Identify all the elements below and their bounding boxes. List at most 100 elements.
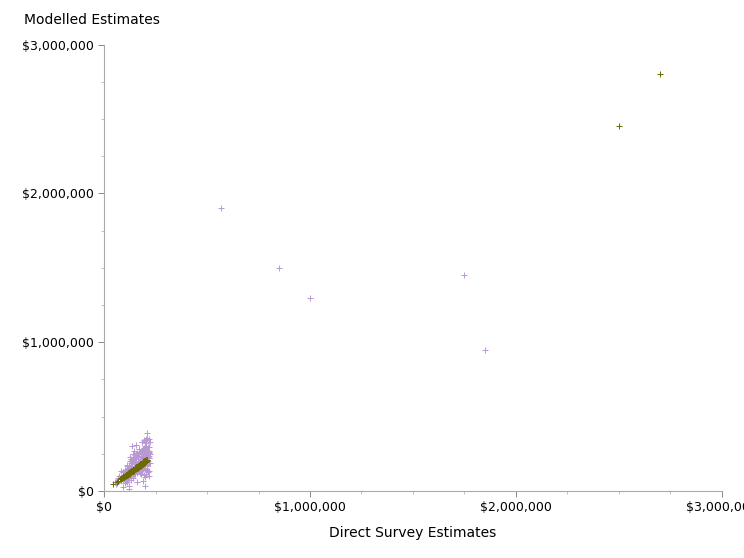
Point — [133, 445, 145, 454]
Point — [142, 442, 154, 451]
Point — [140, 456, 152, 465]
Point — [115, 475, 126, 484]
Point — [140, 448, 152, 457]
Point — [132, 461, 144, 470]
Point — [132, 461, 144, 470]
Point — [141, 457, 153, 466]
Point — [135, 438, 147, 447]
Point — [116, 472, 128, 481]
Point — [117, 483, 129, 492]
Point — [124, 481, 135, 490]
Point — [121, 461, 133, 470]
Point — [121, 478, 133, 487]
Point — [141, 460, 153, 469]
Point — [138, 459, 150, 468]
Point — [122, 474, 134, 483]
Point — [135, 460, 147, 469]
Point — [138, 458, 150, 467]
Point — [122, 470, 134, 479]
Point — [112, 479, 124, 488]
Point — [141, 456, 153, 465]
Point — [129, 465, 141, 474]
Point — [137, 459, 149, 468]
Point — [138, 457, 150, 466]
Point — [118, 472, 129, 481]
Point — [133, 461, 145, 470]
Point — [138, 457, 150, 466]
Point — [127, 455, 139, 464]
Point — [135, 469, 147, 478]
Point — [130, 459, 142, 468]
Point — [129, 450, 141, 459]
Point — [138, 446, 150, 455]
Point — [124, 469, 135, 478]
Point — [121, 470, 133, 479]
Point — [135, 460, 147, 469]
Point — [133, 462, 145, 471]
Point — [128, 466, 140, 475]
Point — [131, 451, 143, 460]
Point — [125, 454, 137, 463]
Point — [136, 451, 148, 460]
Point — [121, 473, 133, 482]
Point — [144, 452, 155, 461]
Point — [129, 464, 141, 473]
Point — [123, 485, 135, 494]
Point — [109, 480, 121, 489]
Point — [126, 463, 138, 472]
Point — [133, 462, 145, 471]
Point — [479, 345, 491, 354]
Point — [126, 466, 138, 475]
Point — [141, 451, 153, 460]
Point — [118, 470, 130, 479]
Point — [139, 456, 151, 465]
Point — [136, 454, 148, 463]
Point — [138, 457, 150, 466]
Point — [134, 458, 146, 466]
Point — [135, 461, 147, 470]
Point — [126, 466, 138, 475]
Point — [124, 468, 135, 477]
Point — [129, 461, 141, 470]
Point — [121, 470, 132, 479]
Point — [130, 464, 142, 473]
Point — [128, 456, 140, 465]
Point — [117, 467, 129, 476]
Point — [139, 456, 151, 465]
Point — [138, 454, 150, 463]
Point — [115, 474, 127, 483]
Point — [137, 459, 149, 468]
Point — [124, 468, 135, 477]
Point — [141, 458, 153, 467]
Point — [133, 461, 145, 470]
Point — [137, 453, 149, 462]
Point — [126, 467, 138, 476]
Point — [126, 474, 138, 483]
Point — [128, 467, 140, 476]
Point — [119, 465, 131, 474]
Point — [125, 468, 137, 477]
Point — [136, 458, 148, 467]
Point — [135, 459, 147, 468]
Point — [140, 439, 152, 448]
Point — [136, 460, 148, 469]
Point — [127, 465, 139, 474]
Point — [124, 471, 136, 480]
Point — [133, 448, 145, 456]
Point — [138, 436, 150, 445]
Point — [132, 462, 144, 471]
Point — [130, 463, 142, 472]
Point — [122, 469, 134, 478]
Point — [134, 461, 146, 470]
Point — [133, 461, 145, 470]
Point — [133, 444, 145, 453]
Point — [144, 442, 155, 451]
Point — [133, 462, 145, 471]
Point — [131, 465, 143, 474]
Point — [128, 455, 140, 464]
Point — [123, 469, 135, 478]
Point — [126, 466, 138, 475]
Point — [120, 477, 132, 485]
Point — [140, 456, 152, 465]
Point — [124, 468, 135, 477]
